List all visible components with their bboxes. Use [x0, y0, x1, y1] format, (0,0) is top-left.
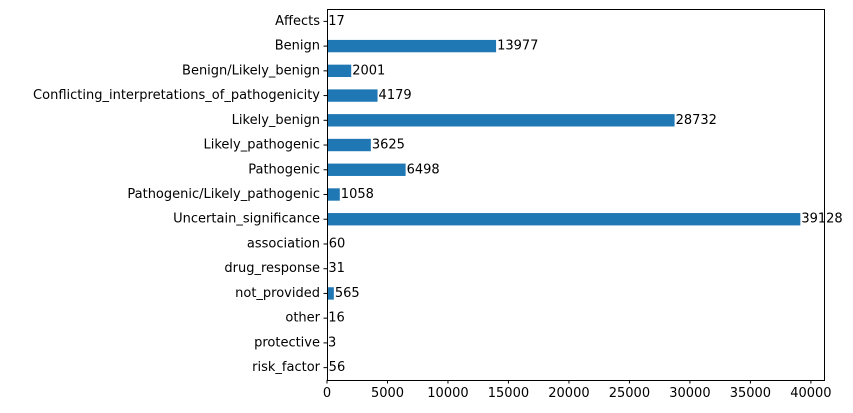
x-axis: 0 5000 10000 15000 20000 25000 30000 35000 40000	[323, 380, 832, 401]
x-tick-label: 40000	[790, 386, 831, 401]
category-label: Affects	[275, 14, 320, 29]
bar	[327, 114, 675, 127]
plot-frame	[327, 9, 825, 381]
bar	[327, 213, 801, 226]
value-label: 31	[328, 261, 345, 276]
value-label: 4179	[379, 88, 412, 103]
x-tick-label: 25000	[609, 386, 650, 401]
category-label: Pathogenic	[248, 162, 320, 177]
value-label: 39128	[801, 212, 842, 227]
value-label: 60	[329, 236, 346, 251]
x-tick-label: 5000	[371, 386, 404, 401]
value-label: 3625	[372, 138, 405, 153]
bar	[327, 138, 371, 152]
x-tick-label: 20000	[548, 386, 589, 401]
category-label: Likely_pathogenic	[204, 138, 320, 153]
bar	[327, 39, 497, 53]
bar	[327, 188, 340, 201]
bars-group	[327, 15, 801, 374]
value-label: 565	[335, 286, 360, 301]
value-label: 28732	[676, 113, 717, 128]
x-tick-label: 35000	[730, 386, 771, 401]
x-tick-label: 0	[323, 386, 331, 401]
value-label: 2001	[352, 63, 385, 78]
bar	[327, 89, 378, 102]
category-label: Benign	[275, 39, 320, 54]
category-label: other	[285, 311, 320, 326]
x-tick-label: 15000	[488, 386, 529, 401]
category-label: Likely_benign	[232, 113, 320, 128]
x-tick-label: 30000	[669, 386, 710, 401]
category-label: Conflicting_interpretations_of_pathogeni…	[33, 88, 320, 103]
category-label: Uncertain_significance	[173, 212, 320, 227]
value-label: 13977	[497, 39, 538, 54]
category-label: risk_factor	[252, 360, 320, 375]
category-label: Pathogenic/Likely_pathogenic	[127, 187, 320, 202]
category-label: protective	[254, 335, 320, 350]
bar	[327, 163, 406, 176]
value-label: 1058	[341, 187, 374, 202]
value-label: 16	[328, 311, 345, 326]
category-label: drug_response	[224, 261, 320, 276]
category-label: association	[247, 236, 320, 251]
category-label: not_provided	[235, 286, 320, 301]
y-axis: Affects Benign Benign/Likely_benign Conflic…	[33, 14, 327, 375]
value-label: 3	[328, 335, 336, 350]
bar	[327, 64, 352, 78]
x-tick-label: 10000	[427, 386, 468, 401]
value-label: 17	[328, 14, 345, 29]
value-label: 56	[329, 360, 346, 375]
value-label: 6498	[407, 162, 440, 177]
category-label: Benign/Likely_benign	[182, 63, 320, 78]
bar	[327, 287, 334, 300]
